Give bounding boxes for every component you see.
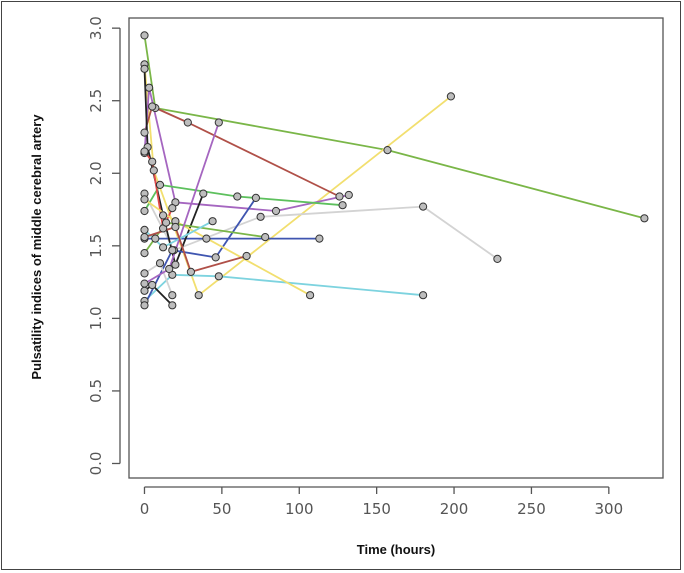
series-line-patient-7 <box>143 86 349 212</box>
data-point-patient-13 <box>162 218 171 227</box>
data-point-patient-4 <box>419 291 428 300</box>
series-lines <box>143 35 645 306</box>
data-point-patient-16 <box>140 225 149 234</box>
data-point-patient-2 <box>446 92 455 101</box>
data-point-patient-1 <box>640 214 649 223</box>
x-tick-label: 250 <box>517 500 546 518</box>
data-point-patient-11 <box>168 246 177 255</box>
x-tick-label: 150 <box>362 500 391 518</box>
x-tick-label: 200 <box>440 500 469 518</box>
y-axis: 0.0 0.5 1.0 1.5 2.0 2.5 3.0 <box>87 16 121 476</box>
x-tick-label: 300 <box>595 500 624 518</box>
data-point-patient-1 <box>383 146 392 155</box>
data-point-patient-15 <box>140 279 149 288</box>
data-point-patient-6 <box>151 234 160 243</box>
data-point-patient-10 <box>168 204 177 213</box>
data-point-patient-1 <box>140 31 149 40</box>
series-line-patient-1 <box>143 35 645 220</box>
data-point-patient-9 <box>233 192 242 201</box>
series-line-patient-4 <box>143 273 424 302</box>
x-tick-label: 0 <box>140 500 150 518</box>
data-point-patient-4 <box>214 272 223 281</box>
data-point-patient-11 <box>211 253 220 262</box>
data-point-patient-8 <box>140 64 149 73</box>
data-point-patient-12 <box>306 291 315 300</box>
x-tick-label: 50 <box>212 500 231 518</box>
series-line-patient-9 <box>143 183 343 212</box>
data-point-patient-18 <box>140 233 149 242</box>
y-tick-label: 1.0 <box>87 306 105 330</box>
data-point-patient-3 <box>493 254 502 263</box>
data-point-patient-17 <box>140 286 149 295</box>
data-point-patient-7 <box>344 190 353 200</box>
series-line-patient-18 <box>144 226 247 273</box>
y-tick-label: 2.0 <box>87 161 105 185</box>
data-point-patient-16 <box>159 243 168 252</box>
y-tick-label: 3.0 <box>87 16 105 40</box>
y-axis-title: Pulsatility indices of middle cerebral a… <box>29 114 44 380</box>
data-point-patient-3 <box>419 202 428 211</box>
data-point-patient-2 <box>149 166 158 175</box>
data-point-patient-2 <box>194 291 203 300</box>
x-tick-label: 100 <box>285 500 314 518</box>
y-tick-label: 0.5 <box>87 379 105 403</box>
data-point-patient-14 <box>140 269 149 278</box>
data-point-patient-11 <box>251 193 260 202</box>
data-point-patient-18 <box>171 222 180 232</box>
y-tick-label: 1.5 <box>87 234 105 258</box>
data-point-patient-12 <box>140 195 149 204</box>
series-line-patient-10 <box>143 150 174 230</box>
plot-box <box>128 17 664 479</box>
data-point-patient-5 <box>140 128 149 137</box>
data-point-patient-14 <box>155 259 165 268</box>
data-point-patient-15 <box>165 264 174 274</box>
data-point-patient-3 <box>256 212 265 221</box>
data-point-patient-10 <box>148 157 157 166</box>
data-point-patient-18 <box>186 267 195 276</box>
series-line-patient-11 <box>143 197 257 306</box>
data-point-patient-13 <box>261 233 270 242</box>
data-point-patient-18 <box>242 251 251 261</box>
data-point-patient-10 <box>140 147 149 156</box>
data-point-patient-9 <box>338 201 347 210</box>
series-points <box>140 31 649 310</box>
data-point-patient-11 <box>140 301 149 310</box>
data-point-patient-5 <box>335 192 344 201</box>
data-point-patient-6 <box>202 234 211 243</box>
data-point-patient-13 <box>140 249 149 258</box>
data-point-patient-7 <box>145 83 154 92</box>
data-point-patient-17 <box>168 301 177 310</box>
data-point-patient-8 <box>199 189 208 198</box>
data-point-patient-5 <box>148 102 157 111</box>
data-point-patient-17 <box>148 280 157 290</box>
x-axis-title: Time (hours) <box>357 542 436 557</box>
series-line-patient-5 <box>143 105 340 198</box>
y-tick-label: 2.5 <box>87 89 105 113</box>
data-point-patient-9 <box>140 206 149 216</box>
data-point-patient-8 <box>171 260 180 269</box>
data-point-patient-8 <box>159 211 168 220</box>
data-point-patient-9 <box>155 180 165 189</box>
data-point-patient-14 <box>168 291 177 300</box>
data-point-patient-6 <box>315 234 324 243</box>
data-point-patient-7 <box>271 206 281 216</box>
series-line-patient-2 <box>143 64 452 297</box>
data-point-patient-5 <box>183 118 192 127</box>
data-point-patient-16 <box>208 217 217 226</box>
x-axis: 0 50 100 150 200 250 300 <box>140 486 624 518</box>
y-tick-label: 0.0 <box>87 452 105 476</box>
data-point-patient-15 <box>214 118 223 127</box>
